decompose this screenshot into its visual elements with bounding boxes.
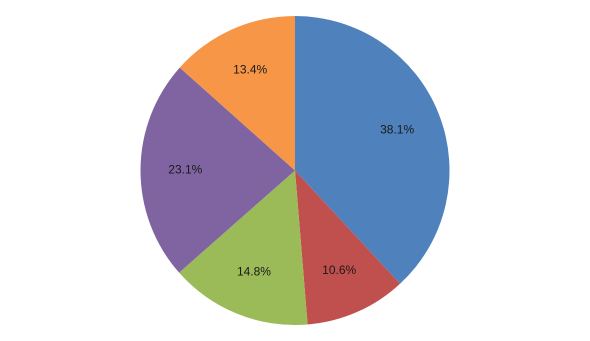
data-label: 14.8% (237, 264, 271, 278)
data-label: 38.1% (380, 123, 414, 137)
pie-slice (295, 170, 401, 325)
data-label: 10.6% (322, 263, 356, 277)
pie-slice (295, 16, 450, 284)
pie-slice (179, 170, 308, 325)
data-label: 13.4% (233, 63, 267, 77)
data-label: 23.1% (168, 162, 202, 176)
pie-slice (179, 16, 295, 171)
pie-slice (140, 67, 295, 273)
